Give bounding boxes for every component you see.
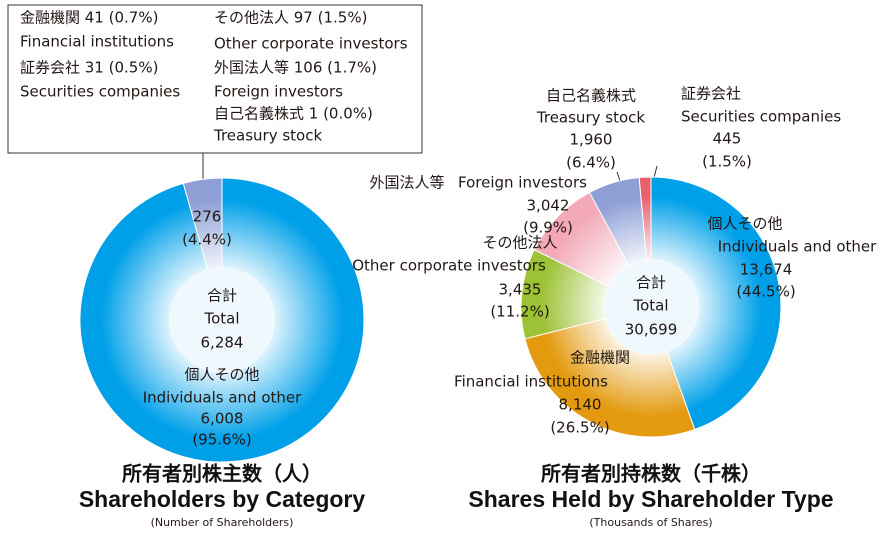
category-label-ja: 個人その他 bbox=[707, 215, 782, 233]
category-label: Treasury stock bbox=[536, 109, 645, 127]
value-label: 3,042 bbox=[527, 197, 570, 215]
category-label: Individuals and other bbox=[718, 238, 877, 256]
category-label: Foreign investors bbox=[458, 174, 587, 192]
title-ja: 所有者別持株数（千株） bbox=[541, 462, 761, 486]
percent-label: (44.5%) bbox=[736, 283, 795, 301]
value-label: 445 bbox=[713, 130, 742, 148]
percent-label: (9.9%) bbox=[523, 219, 573, 237]
title-ja: 所有者別株主数（人） bbox=[122, 462, 322, 486]
percent-label: (11.2%) bbox=[490, 303, 549, 321]
breakdown-ja: 外国法人等 106 (1.7%) bbox=[214, 59, 377, 77]
subtitle: (Number of Shareholders) bbox=[151, 516, 294, 529]
category-label: Financial institutions bbox=[454, 373, 608, 391]
center-label: Total bbox=[632, 297, 668, 315]
percent-label: (1.5%) bbox=[702, 153, 752, 171]
category-label-ja: その他法人 bbox=[482, 234, 557, 252]
breakdown-box bbox=[7, 4, 423, 154]
total-label: 30,699 bbox=[625, 321, 678, 339]
value-label: 13,674 bbox=[740, 261, 793, 279]
value-label: 6,008 bbox=[201, 410, 244, 428]
breakdown-en: Foreign investors bbox=[214, 83, 343, 101]
breakdown-ja: 自己名義株式 1 (0.0%) bbox=[214, 105, 373, 123]
breakdown-ja: 証券会社 31 (0.5%) bbox=[20, 59, 158, 77]
value-label: 1,960 bbox=[570, 131, 613, 149]
value-label: 3,435 bbox=[499, 281, 542, 299]
center-label-ja: 合計 bbox=[207, 287, 237, 305]
center bbox=[604, 260, 698, 354]
percent-label: (6.4%) bbox=[566, 154, 616, 172]
total-label: 6,284 bbox=[201, 334, 244, 352]
percent-label: (4.4%) bbox=[182, 231, 232, 249]
category-label-ja: 個人その他 bbox=[184, 366, 259, 384]
slice bbox=[79, 177, 365, 463]
center-label: Total bbox=[203, 310, 239, 328]
percent-label: (26.5%) bbox=[550, 419, 609, 437]
value-label: 8,140 bbox=[559, 396, 602, 414]
breakdown-en: Other corporate investors bbox=[214, 35, 408, 53]
center bbox=[170, 268, 274, 372]
value-label: 276 bbox=[193, 208, 222, 226]
category-label-ja: 証券会社 bbox=[681, 85, 741, 103]
category-label-ja: 外国法人等 bbox=[369, 174, 444, 192]
category-label-ja: 金融機関 bbox=[570, 349, 630, 367]
percent-label: (95.6%) bbox=[192, 431, 251, 449]
breakdown-ja: 金融機関 41 (0.7%) bbox=[20, 9, 158, 27]
category-label: Other corporate investors bbox=[352, 257, 546, 275]
center-label-ja: 合計 bbox=[636, 274, 666, 292]
breakdown-en: Treasury stock bbox=[213, 127, 322, 145]
category-label: Individuals and other bbox=[143, 389, 302, 407]
category-label: Securities companies bbox=[681, 108, 841, 126]
title: Shareholders by Category bbox=[79, 486, 366, 512]
breakdown-en: Financial institutions bbox=[20, 33, 174, 51]
breakdown-en: Securities companies bbox=[20, 83, 180, 101]
subtitle: (Thousands of Shares) bbox=[589, 516, 712, 529]
title: Shares Held by Shareholder Type bbox=[468, 486, 833, 512]
breakdown-ja: その他法人 97 (1.5%) bbox=[214, 9, 367, 27]
category-label-ja: 自己名義株式 bbox=[546, 87, 636, 105]
